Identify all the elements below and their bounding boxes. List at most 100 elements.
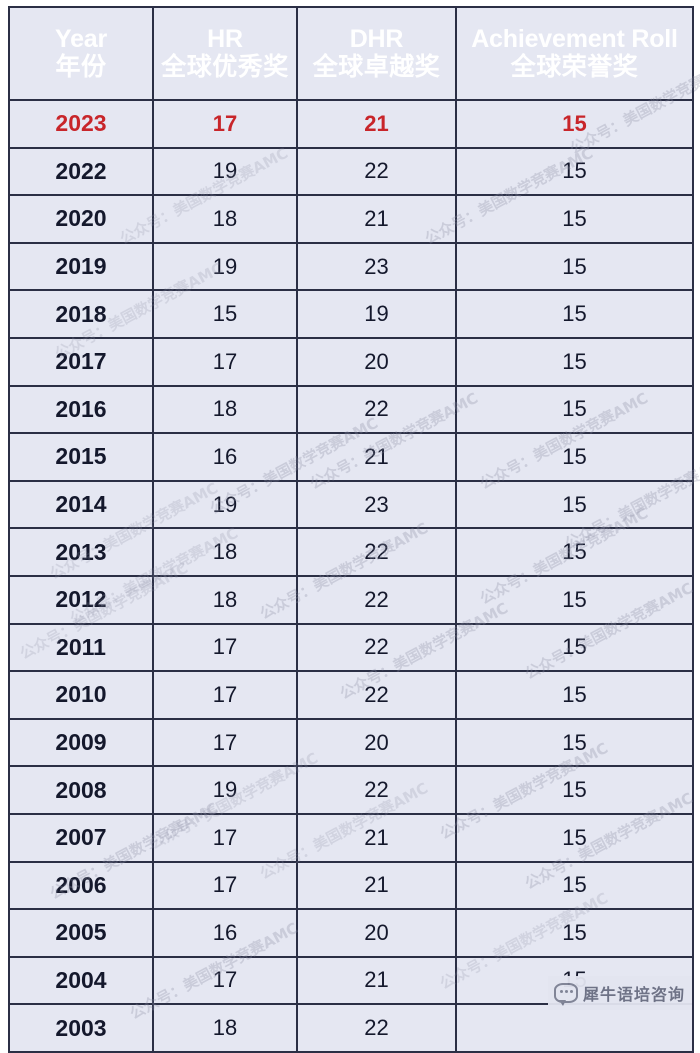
dhr-cell: 21 bbox=[296, 955, 457, 1006]
hr-cell: 17 bbox=[152, 622, 298, 673]
achievement-roll-cell bbox=[455, 1003, 694, 1053]
table-row: 2015 16 21 15 bbox=[8, 432, 694, 482]
table-row: 2016 18 22 15 bbox=[8, 384, 694, 435]
brand-badge: 犀牛语培咨询 bbox=[548, 976, 692, 1010]
achievement-roll-cell: 15 bbox=[455, 384, 694, 435]
year-cell: 2003 bbox=[8, 1003, 154, 1053]
year-cell: 2005 bbox=[8, 908, 154, 958]
table-row: 2011 17 22 15 bbox=[8, 622, 694, 673]
achievement-roll-cell: 15 bbox=[455, 717, 694, 768]
column-header-dhr: DHR 全球卓越奖 bbox=[296, 6, 457, 101]
hr-cell: 16 bbox=[152, 908, 298, 958]
column-header-achievement-roll: Achievement Roll 全球荣誉奖 bbox=[455, 6, 694, 101]
hr-cell: 15 bbox=[152, 289, 298, 339]
awards-table-container: Year 年份 HR 全球优秀奖 DHR 全球卓越奖 Achievement R… bbox=[8, 6, 694, 1053]
column-header-year: Year 年份 bbox=[8, 6, 154, 101]
hr-cell: 18 bbox=[152, 574, 298, 625]
dhr-cell: 23 bbox=[296, 479, 457, 530]
hr-cell: 17 bbox=[152, 955, 298, 1006]
dhr-cell: 22 bbox=[296, 146, 457, 197]
dhr-cell: 22 bbox=[296, 527, 457, 577]
column-header-dhr-cn: 全球卓越奖 bbox=[312, 53, 441, 81]
column-header-achievement-roll-en: Achievement Roll bbox=[471, 24, 678, 53]
dhr-cell: 21 bbox=[296, 860, 457, 911]
achievement-roll-cell: 15 bbox=[455, 194, 694, 244]
table-row: 2020 18 21 15 bbox=[8, 194, 694, 244]
hr-cell: 19 bbox=[152, 479, 298, 530]
dhr-cell: 21 bbox=[296, 432, 457, 482]
table-body: 2023 17 21 15 2022 19 22 15 2020 18 21 15 2019 19 23 15… bbox=[8, 99, 694, 1053]
achievement-roll-cell: 15 bbox=[455, 860, 694, 911]
dhr-cell: 20 bbox=[296, 717, 457, 768]
year-cell: 2007 bbox=[8, 812, 154, 863]
table-row: 2018 15 19 15 bbox=[8, 289, 694, 339]
table-row: 2003 18 22 bbox=[8, 1003, 694, 1053]
table-row: 2006 17 21 15 bbox=[8, 860, 694, 911]
achievement-roll-cell: 15 bbox=[455, 670, 694, 720]
achievement-roll-cell: 15 bbox=[455, 765, 694, 815]
dhr-cell: 22 bbox=[296, 574, 457, 625]
achievement-roll-cell: 15 bbox=[455, 527, 694, 577]
achievement-roll-cell: 15 bbox=[455, 289, 694, 339]
year-cell: 2006 bbox=[8, 860, 154, 911]
table-row: 2017 17 20 15 bbox=[8, 336, 694, 387]
table-row: 2019 19 23 15 bbox=[8, 241, 694, 292]
year-cell: 2012 bbox=[8, 574, 154, 625]
achievement-roll-cell: 15 bbox=[455, 146, 694, 197]
column-header-year-cn: 年份 bbox=[55, 53, 107, 81]
year-cell: 2022 bbox=[8, 146, 154, 197]
hr-cell: 19 bbox=[152, 765, 298, 815]
hr-cell: 16 bbox=[152, 432, 298, 482]
dhr-cell: 21 bbox=[296, 812, 457, 863]
year-cell: 2017 bbox=[8, 336, 154, 387]
hr-cell: 19 bbox=[152, 241, 298, 292]
hr-cell: 19 bbox=[152, 146, 298, 197]
dhr-cell: 22 bbox=[296, 765, 457, 815]
achievement-roll-cell: 15 bbox=[455, 479, 694, 530]
dhr-cell: 22 bbox=[296, 670, 457, 720]
achievement-roll-cell: 15 bbox=[455, 812, 694, 863]
table-row: 2014 19 23 15 bbox=[8, 479, 694, 530]
hr-cell: 17 bbox=[152, 670, 298, 720]
year-cell: 2008 bbox=[8, 765, 154, 815]
year-cell: 2013 bbox=[8, 527, 154, 577]
table-header: Year 年份 HR 全球优秀奖 DHR 全球卓越奖 Achievement R… bbox=[8, 6, 694, 101]
table-row: 2010 17 22 15 bbox=[8, 670, 694, 720]
hr-cell: 18 bbox=[152, 527, 298, 577]
hr-cell: 18 bbox=[152, 384, 298, 435]
year-cell: 2023 bbox=[8, 99, 154, 149]
achievement-roll-cell: 15 bbox=[455, 908, 694, 958]
year-cell: 2019 bbox=[8, 241, 154, 292]
dhr-cell: 21 bbox=[296, 99, 457, 149]
column-header-achievement-roll-cn: 全球荣誉奖 bbox=[510, 53, 639, 81]
column-header-dhr-en: DHR bbox=[349, 24, 404, 53]
dhr-cell: 22 bbox=[296, 1003, 457, 1053]
dhr-cell: 20 bbox=[296, 336, 457, 387]
achievement-roll-cell: 15 bbox=[455, 622, 694, 673]
column-header-hr: HR 全球优秀奖 bbox=[152, 6, 298, 101]
dhr-cell: 22 bbox=[296, 384, 457, 435]
dhr-cell: 23 bbox=[296, 241, 457, 292]
achievement-roll-cell: 15 bbox=[455, 99, 694, 149]
hr-cell: 17 bbox=[152, 717, 298, 768]
speech-bubble-icon bbox=[554, 983, 578, 1006]
column-header-hr-cn: 全球优秀奖 bbox=[161, 53, 289, 81]
table-row: 2008 19 22 15 bbox=[8, 765, 694, 815]
year-cell: 2018 bbox=[8, 289, 154, 339]
dhr-cell: 21 bbox=[296, 194, 457, 244]
hr-cell: 17 bbox=[152, 99, 298, 149]
table-row: 2013 18 22 15 bbox=[8, 527, 694, 577]
dhr-cell: 19 bbox=[296, 289, 457, 339]
year-cell: 2015 bbox=[8, 432, 154, 482]
brand-badge-label: 犀牛语培咨询 bbox=[583, 985, 686, 1004]
year-cell: 2009 bbox=[8, 717, 154, 768]
year-cell: 2011 bbox=[8, 622, 154, 673]
hr-cell: 18 bbox=[152, 1003, 298, 1053]
year-cell: 2014 bbox=[8, 479, 154, 530]
hr-cell: 18 bbox=[152, 194, 298, 244]
table-header-row: Year 年份 HR 全球优秀奖 DHR 全球卓越奖 Achievement R… bbox=[8, 6, 694, 101]
hr-cell: 17 bbox=[152, 860, 298, 911]
achievement-roll-cell: 15 bbox=[455, 336, 694, 387]
table-row: 2005 16 20 15 bbox=[8, 908, 694, 958]
hr-cell: 17 bbox=[152, 336, 298, 387]
